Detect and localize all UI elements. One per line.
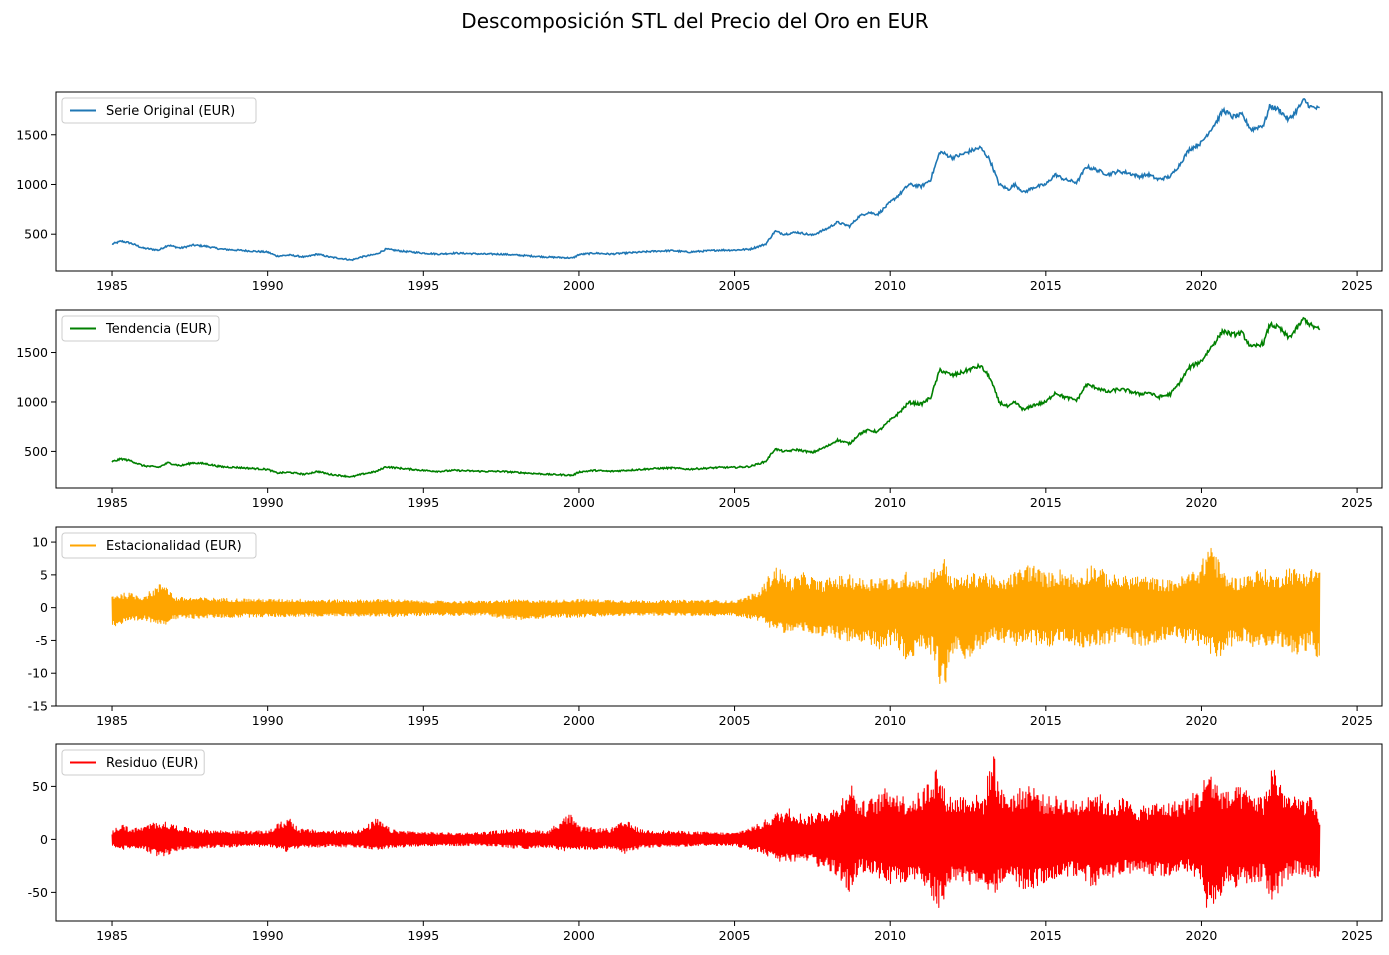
x-tick-label: 2025 <box>1341 713 1373 728</box>
x-tick-label: 2005 <box>719 495 751 510</box>
subplot-tendencia: 1985 1990 1995 2000 2005 2010 2015 2020 2025 500 1… <box>16 309 1383 510</box>
x-tick-label: 1990 <box>252 495 284 510</box>
x-tick-label: 2005 <box>719 928 751 943</box>
x-tick-label: 1990 <box>252 278 284 293</box>
x-tick-label: 1990 <box>252 713 284 728</box>
legend-label: Serie Original (EUR) <box>106 104 235 119</box>
x-tick-label: 2015 <box>1030 278 1062 293</box>
x-tick-label: 2025 <box>1341 495 1373 510</box>
x-tick-label: 1985 <box>96 713 128 728</box>
x-tick-label: 2000 <box>563 495 595 510</box>
x-tick-label: 2010 <box>874 928 906 943</box>
series-line-original <box>111 98 1320 262</box>
legend-box <box>61 749 205 776</box>
subplot-estacionalidad: 1985 1990 1995 2000 2005 2010 2015 2020 2025 -15 -… <box>28 526 1383 728</box>
x-tick-label: 2025 <box>1341 278 1373 293</box>
x-tick-label: 1995 <box>407 928 439 943</box>
y-tick-label: 1000 <box>16 394 48 409</box>
y-tick-label: 0 <box>40 832 48 847</box>
x-tick-label: 2020 <box>1186 495 1218 510</box>
y-tick-label: 500 <box>24 227 48 242</box>
y-tick-label: 10 <box>32 535 48 550</box>
series-line-estacionalidad <box>111 547 1321 685</box>
x-tick-label: 2010 <box>874 713 906 728</box>
x-tick-label: 2020 <box>1186 713 1218 728</box>
subplot-residuo: 1985 1990 1995 2000 2005 2010 2015 2020 2025 -50 0… <box>28 743 1383 943</box>
x-tick-label: 1985 <box>96 928 128 943</box>
x-tick-label: 2010 <box>874 495 906 510</box>
axes-frame <box>55 743 1383 922</box>
legend-box <box>61 532 257 559</box>
y-tick-label: -10 <box>28 666 48 681</box>
legend-label: Residuo (EUR) <box>106 756 198 771</box>
series-line-residuo <box>111 756 1321 909</box>
figure-title: Descomposición STL del Precio del Oro en… <box>461 9 928 33</box>
subplot-original: 1985 1990 1995 2000 2005 2010 2015 2020 2025 500 1… <box>16 91 1383 293</box>
y-tick-label: 1000 <box>16 177 48 192</box>
y-tick-label: 1500 <box>16 127 48 142</box>
legend-label: Estacionalidad (EUR) <box>106 539 242 554</box>
x-tick-label: 2005 <box>719 713 751 728</box>
subplots: 1985 1990 1995 2000 2005 2010 2015 2020 20255001… <box>16 91 1383 943</box>
x-tick-label: 2000 <box>563 928 595 943</box>
x-tick-label: 2005 <box>719 278 751 293</box>
axes-frame <box>55 526 1383 707</box>
y-tick-label: 5 <box>40 567 48 582</box>
y-tick-label: 50 <box>32 779 48 794</box>
x-tick-label: 2015 <box>1030 713 1062 728</box>
legend-tendencia: Tendencia (EUR) <box>61 315 220 342</box>
x-tick-label: 2000 <box>563 278 595 293</box>
x-tick-label: 2010 <box>874 278 906 293</box>
x-tick-label: 1985 <box>96 495 128 510</box>
x-tick-label: 2020 <box>1186 928 1218 943</box>
y-tick-label: 0 <box>40 600 48 615</box>
series-line-tendencia <box>111 316 1321 478</box>
axes-frame <box>55 91 1383 272</box>
legend-box <box>61 97 257 124</box>
x-tick-label: 1985 <box>96 278 128 293</box>
legend-label: Tendencia (EUR) <box>105 322 212 337</box>
x-tick-label: 2015 <box>1030 495 1062 510</box>
x-tick-label: 1995 <box>407 278 439 293</box>
y-tick-label: -50 <box>28 885 48 900</box>
x-tick-label: 1990 <box>252 928 284 943</box>
x-tick-label: 1995 <box>407 495 439 510</box>
legend-original: Serie Original (EUR) <box>61 97 257 124</box>
x-tick-label: 2000 <box>563 713 595 728</box>
x-tick-label: 2025 <box>1341 928 1373 943</box>
x-tick-label: 1995 <box>407 713 439 728</box>
y-tick-label: 500 <box>24 444 48 459</box>
y-tick-label: -15 <box>28 699 48 714</box>
x-tick-label: 2015 <box>1030 928 1062 943</box>
legend-box <box>61 315 220 342</box>
axes-frame <box>55 309 1383 489</box>
x-tick-label: 2020 <box>1186 278 1218 293</box>
legend-estacionalidad: Estacionalidad (EUR) <box>61 532 257 559</box>
legend-residuo: Residuo (EUR) <box>61 749 205 776</box>
y-tick-label: -5 <box>36 633 48 648</box>
y-tick-label: 1500 <box>16 345 48 360</box>
